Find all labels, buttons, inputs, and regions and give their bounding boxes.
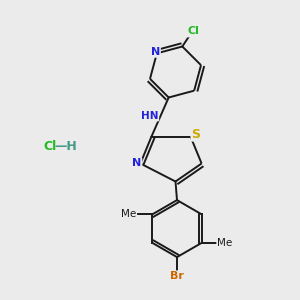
Text: Cl: Cl xyxy=(188,26,200,37)
Text: N: N xyxy=(151,47,160,57)
Text: N: N xyxy=(132,158,141,169)
Text: Me: Me xyxy=(217,238,232,248)
Text: Me: Me xyxy=(121,209,136,219)
Text: —H: —H xyxy=(55,140,77,154)
Text: S: S xyxy=(191,128,200,141)
Text: Cl: Cl xyxy=(43,140,56,154)
Text: HN: HN xyxy=(141,110,158,121)
Text: Br: Br xyxy=(170,271,184,281)
